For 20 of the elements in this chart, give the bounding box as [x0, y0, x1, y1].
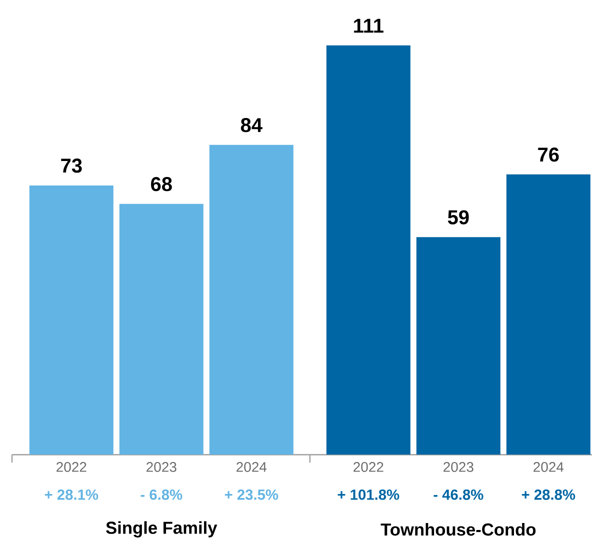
data-label: 76: [538, 148, 559, 162]
text: Townhouse-Condo: [380, 523, 536, 536]
text: + 101.8%: [338, 490, 400, 500]
data-label: 68: [151, 177, 172, 192]
x-tick-label: 2022: [56, 462, 86, 472]
data-label: 73: [61, 158, 82, 173]
x-tick-label: 2023: [146, 462, 176, 472]
x-tick-label: 2024: [534, 462, 564, 472]
text: - 6.8%: [140, 490, 182, 500]
data-label: 111: [354, 19, 384, 33]
text: - 46.8%: [434, 490, 484, 500]
text: + 28.8%: [522, 490, 576, 500]
x-tick-label: 2024: [236, 462, 267, 472]
data-label: 84: [240, 118, 262, 132]
text: + 28.1%: [44, 490, 98, 500]
x-tick-label: 2023: [444, 462, 474, 472]
data-label: 59: [448, 210, 469, 225]
text: + 23.5%: [224, 490, 278, 500]
x-tick-label: 2022: [354, 462, 384, 472]
text: Single Family: [106, 521, 218, 538]
